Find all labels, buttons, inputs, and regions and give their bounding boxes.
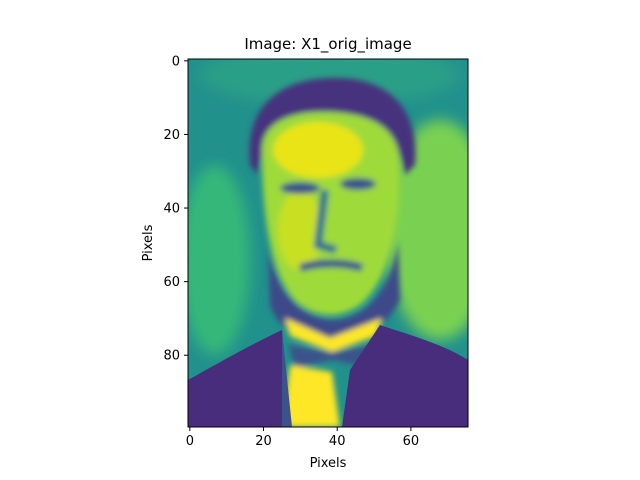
mouth	[298, 259, 364, 272]
axes-frame	[187, 58, 469, 428]
shirt-front	[282, 365, 340, 427]
coat-right	[342, 325, 468, 427]
x-tick-label: 60	[403, 434, 420, 449]
forehead-highlight	[273, 122, 363, 178]
cheek-highlight	[278, 190, 322, 270]
chart-title: Image: X1_orig_image	[244, 35, 411, 54]
background-glow-right	[385, 120, 468, 340]
left-eye	[280, 182, 320, 194]
nose-shadow	[313, 189, 338, 254]
collar	[285, 318, 382, 352]
lapel-left	[282, 330, 292, 427]
coat-left	[188, 330, 290, 427]
y-tick-label: 40	[163, 202, 180, 217]
image-heatmap	[188, 59, 468, 427]
x-tick-label: 0	[186, 434, 194, 449]
x-tick-label: 40	[329, 434, 346, 449]
hair-shape	[249, 77, 416, 175]
y-axis-label: Pixels	[141, 224, 156, 261]
x-axis-label: Pixels	[310, 456, 347, 471]
x-tick-label: 20	[255, 434, 272, 449]
right-eye	[340, 178, 376, 190]
y-tick-label: 20	[163, 128, 180, 143]
x-axis: 0 20 40 60	[186, 427, 419, 449]
plot-area: 0 20 40 60 0 20 40 60 80	[163, 54, 469, 449]
y-tick-label: 0	[172, 54, 180, 69]
background-glow-left	[188, 165, 250, 355]
beard-shape	[268, 240, 400, 340]
bow-tie	[288, 345, 376, 368]
y-tick-label: 60	[163, 275, 180, 290]
y-axis: 0 20 40 60 80	[163, 54, 188, 364]
y-tick-label: 80	[163, 349, 180, 364]
